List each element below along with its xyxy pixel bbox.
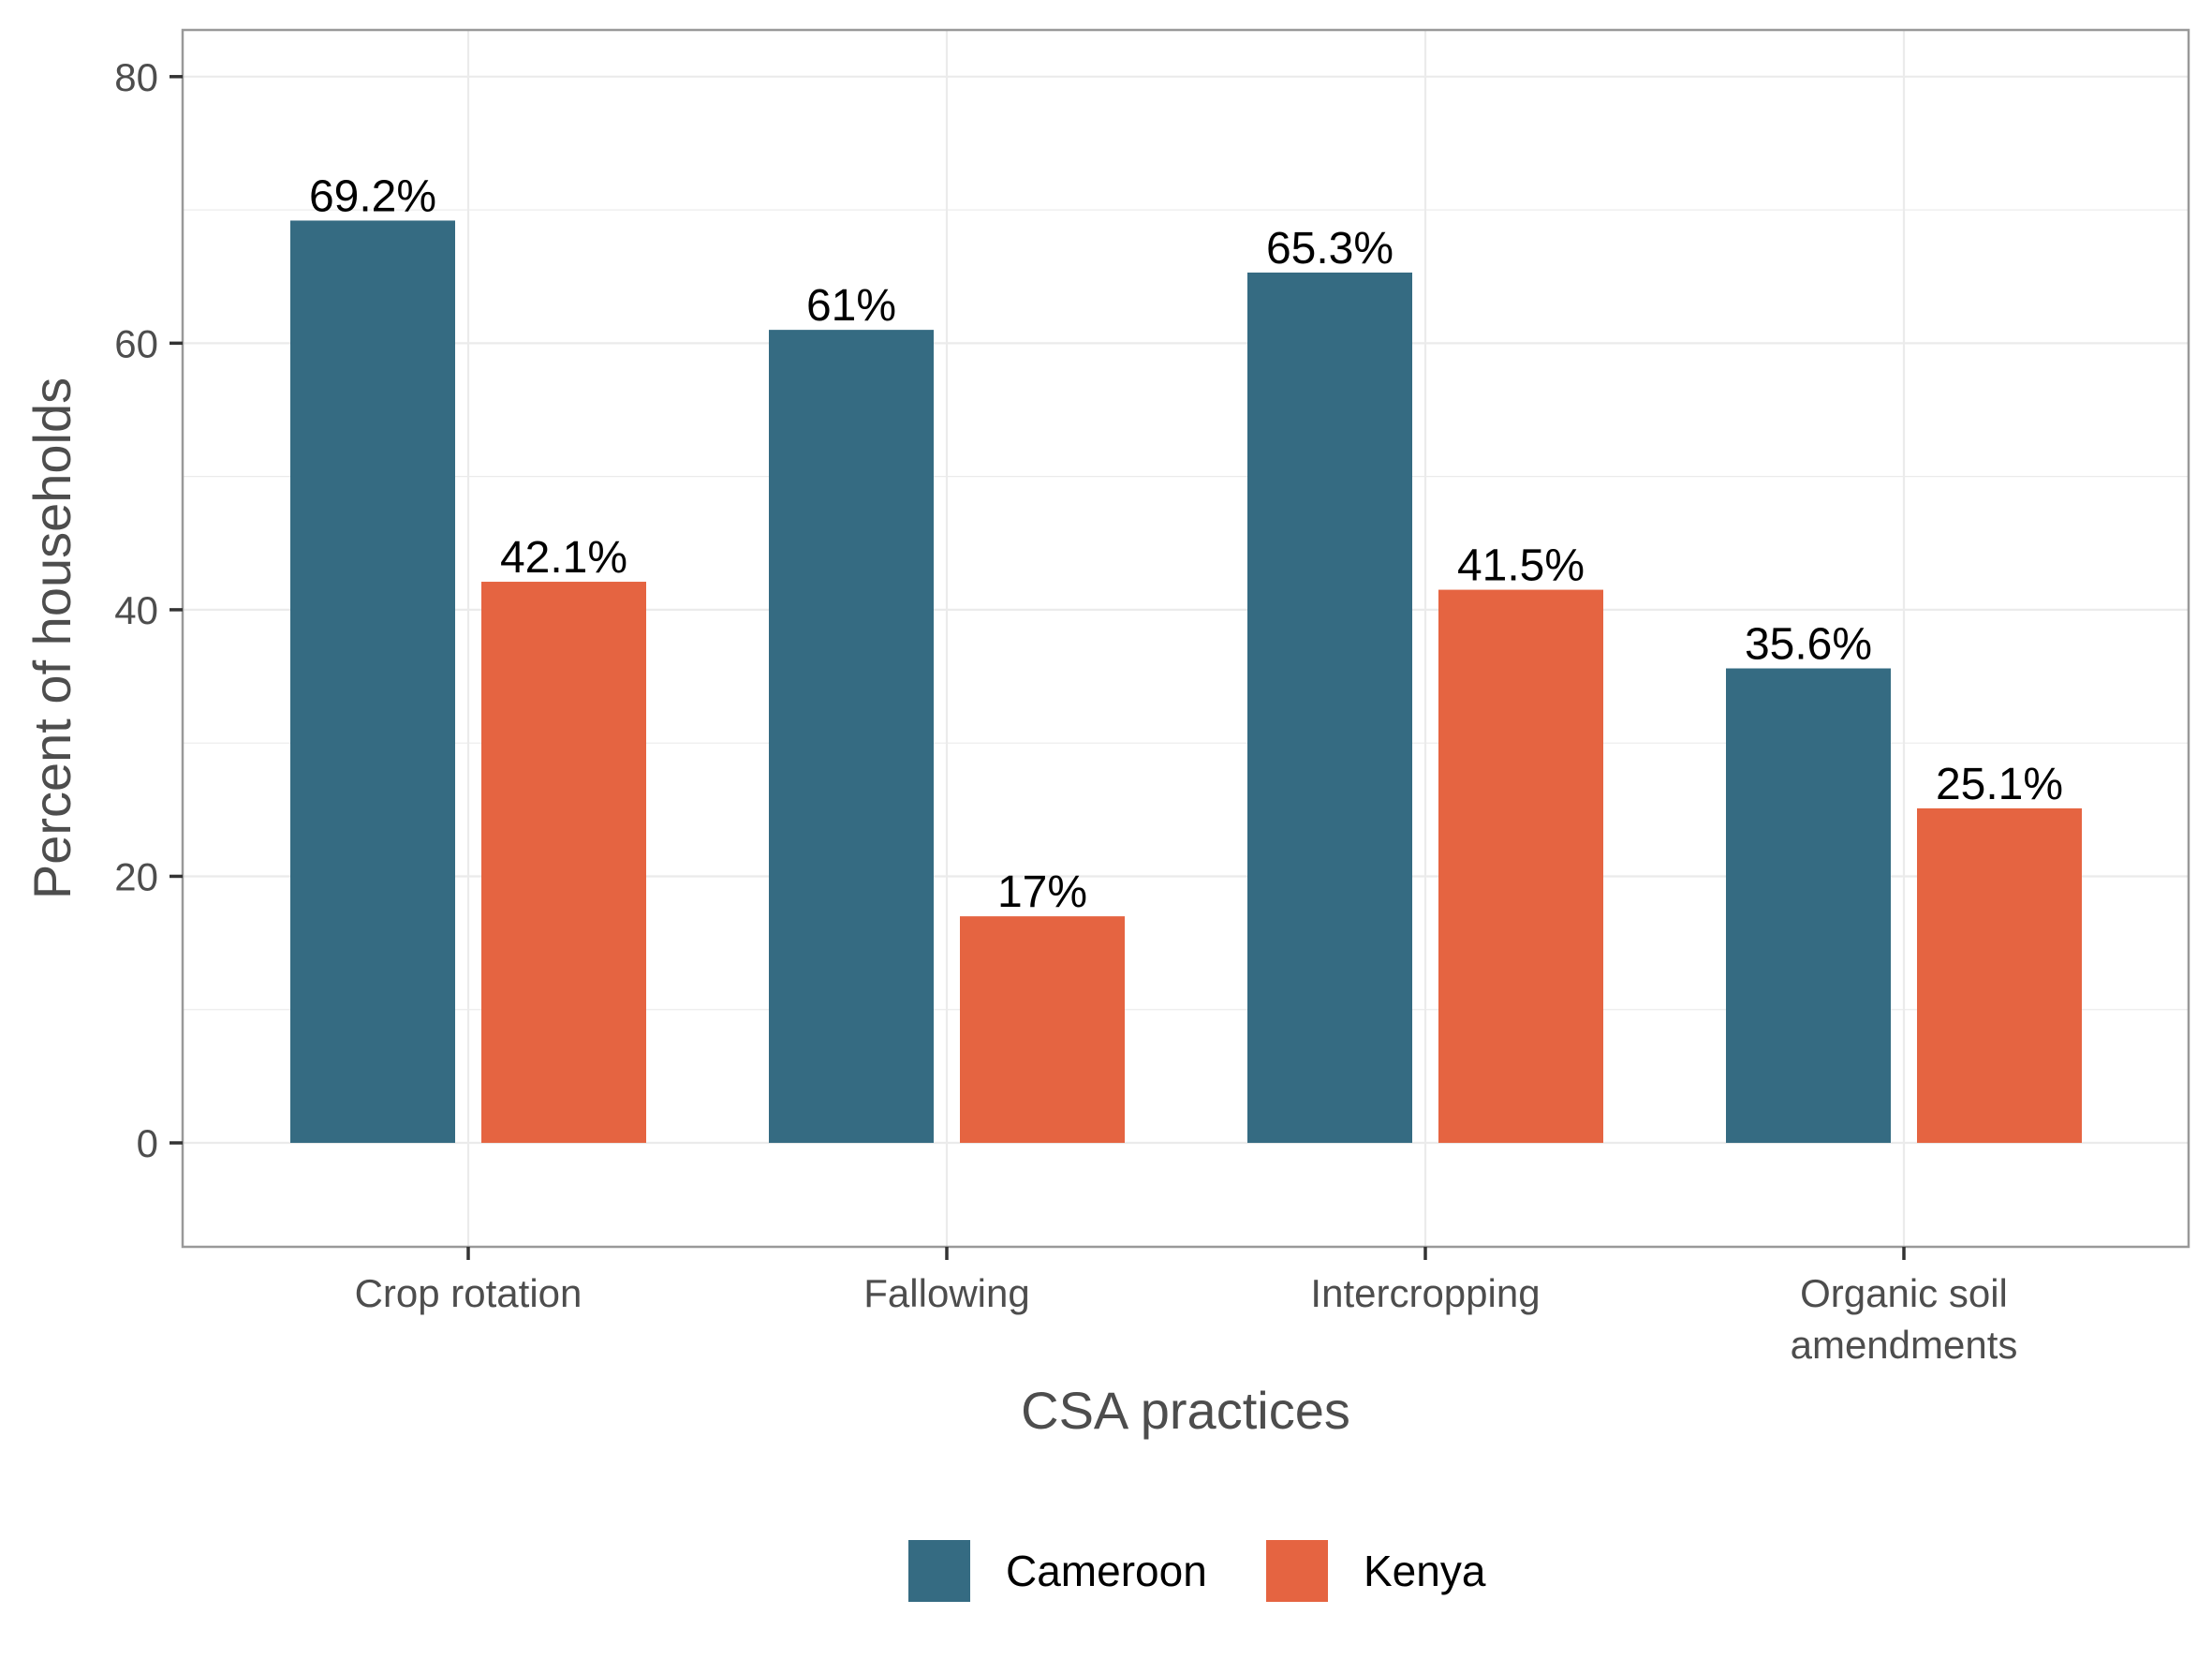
- x-tick-label: Intercropping: [1310, 1271, 1540, 1315]
- data-label: 17%: [997, 867, 1087, 917]
- data-label: 61%: [806, 281, 896, 331]
- legend-label-kenya: Kenya: [1364, 1547, 1486, 1595]
- bar-cameroon: [1247, 272, 1412, 1144]
- x-axis-title: CSA practices: [1021, 1381, 1350, 1440]
- y-tick-label: 60: [114, 321, 158, 365]
- data-label: 42.1%: [500, 533, 627, 583]
- bar-kenya: [960, 916, 1125, 1144]
- y-tick-label: 20: [114, 854, 158, 898]
- x-tick-label: Organic soil amendments: [1791, 1271, 2018, 1367]
- bar-cameroon: [1726, 668, 1891, 1144]
- x-tick-label: Fallowing: [863, 1271, 1029, 1315]
- bar-kenya: [1917, 807, 2082, 1144]
- y-tick-label: 80: [114, 55, 158, 99]
- x-tick-label: Crop rotation: [355, 1271, 582, 1315]
- legend-swatch-kenya: [1266, 1540, 1328, 1602]
- bar-cameroon: [290, 220, 455, 1144]
- bar-kenya: [1438, 589, 1603, 1144]
- data-label: 69.2%: [309, 171, 436, 221]
- y-tick-label: 0: [137, 1121, 158, 1165]
- legend-swatch-cameroon: [908, 1540, 970, 1602]
- legend-label-cameroon: Cameroon: [1006, 1547, 1207, 1595]
- panel-border: [181, 28, 2190, 1249]
- y-tick-label: 40: [114, 588, 158, 632]
- data-label: 35.6%: [1745, 620, 1872, 670]
- data-label: 41.5%: [1457, 541, 1585, 591]
- bar-cameroon: [769, 330, 934, 1144]
- y-axis-title: Percent of households: [22, 378, 81, 899]
- bar-kenya: [481, 582, 646, 1144]
- data-label: 65.3%: [1266, 224, 1394, 274]
- data-label: 25.1%: [1936, 760, 2063, 809]
